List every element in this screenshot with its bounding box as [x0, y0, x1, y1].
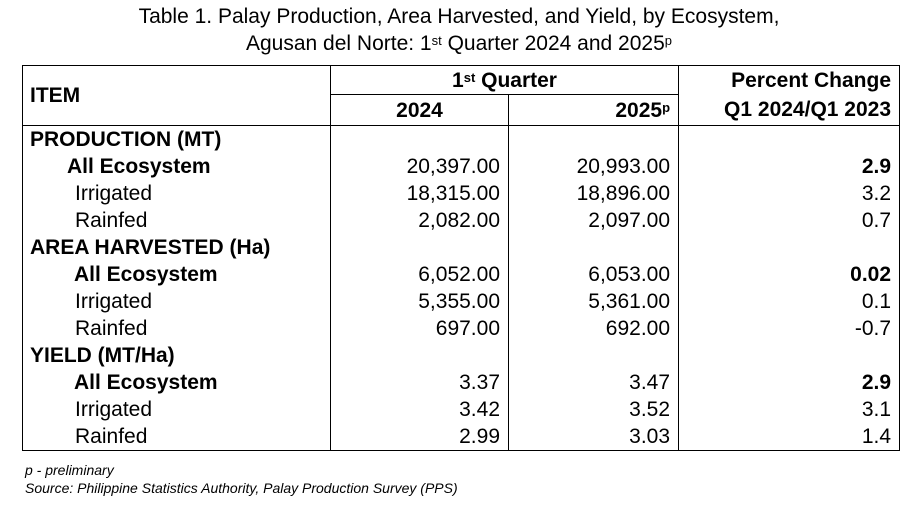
- header-quarter: 1st Quarter: [330, 65, 680, 95]
- row-label: All Ecosystem: [22, 369, 331, 396]
- cell-2025: 692.00: [508, 315, 680, 342]
- cell-2025: 3.03: [508, 423, 680, 451]
- header-col-change: Q1 2024/Q1 2023: [678, 94, 901, 126]
- table-row: Irrigated 18,315.00 18,896.00 3.2: [22, 180, 901, 207]
- row-label: Irrigated: [22, 180, 331, 207]
- footnote-source: Source: Philippine Statistics Authority,…: [25, 480, 458, 496]
- table-row: All Ecosystem 3.37 3.47 2.9: [22, 369, 901, 396]
- title-line-2-text: Agusan del Norte: 1: [246, 32, 432, 55]
- section-row-production: PRODUCTION (MT): [22, 125, 901, 153]
- header-percent-change: Percent Change: [678, 65, 901, 95]
- cell-change: 3.1: [678, 396, 901, 423]
- row-label: Rainfed: [22, 315, 331, 342]
- cell-2024: 6,052.00: [330, 261, 509, 288]
- cell-change: 0.1: [678, 288, 901, 315]
- title-preliminary-sup: p: [664, 33, 672, 48]
- cell-2025: 20,993.00: [508, 153, 680, 180]
- cell-2024: 18,315.00: [330, 180, 509, 207]
- cell-change: 0.02: [678, 261, 901, 288]
- row-label: All Ecosystem: [22, 261, 331, 288]
- table-title-line-2: Agusan del Norte: 1st Quarter 2024 and 2…: [0, 31, 918, 57]
- cell-change: -0.7: [678, 315, 901, 342]
- table-row: Rainfed 697.00 692.00 -0.7: [22, 315, 901, 342]
- section-row-area-harvested: AREA HARVESTED (Ha): [22, 234, 901, 261]
- cell-change: 2.9: [678, 369, 901, 396]
- cell-2025: 3.47: [508, 369, 680, 396]
- header-row-1: ITEM 1st Quarter Percent Change: [22, 65, 901, 126]
- header-col-2025: 2025p: [508, 94, 680, 126]
- cell-2024: 2.99: [330, 423, 509, 451]
- data-table: ITEM 1st Quarter Percent Change 2024 202…: [22, 65, 901, 451]
- table-row: Irrigated 3.42 3.52 3.1: [22, 396, 901, 423]
- title-line-2-mid: Quarter 2024 and 2025: [441, 32, 665, 55]
- table-row: Rainfed 2.99 3.03 1.4: [22, 423, 901, 451]
- cell-change: 3.2: [678, 180, 901, 207]
- row-label: Rainfed: [22, 207, 331, 234]
- cell-2025: 3.52: [508, 396, 680, 423]
- title-line-1-text: Table 1. Palay Production, Area Harveste…: [138, 5, 780, 28]
- cell-2024: 20,397.00: [330, 153, 509, 180]
- cell-2024: 5,355.00: [330, 288, 509, 315]
- cell-2025: 18,896.00: [508, 180, 680, 207]
- row-label: Rainfed: [22, 423, 331, 451]
- section-label: YIELD (MT/Ha): [22, 342, 331, 369]
- table-row: Irrigated 5,355.00 5,361.00 0.1: [22, 288, 901, 315]
- cell-change: 1.4: [678, 423, 901, 451]
- title-ordinal-sup: st: [431, 33, 442, 48]
- cell-2024: 697.00: [330, 315, 509, 342]
- row-label: Irrigated: [22, 396, 331, 423]
- cell-change: 2.9: [678, 153, 901, 180]
- cell-2024: 3.37: [330, 369, 509, 396]
- section-row-yield: YIELD (MT/Ha): [22, 342, 901, 369]
- cell-2024: 3.42: [330, 396, 509, 423]
- cell-2025: 2,097.00: [508, 207, 680, 234]
- cell-change: 0.7: [678, 207, 901, 234]
- cell-2024: 2,082.00: [330, 207, 509, 234]
- cell-2025: 6,053.00: [508, 261, 680, 288]
- table-row: Rainfed 2,082.00 2,097.00 0.7: [22, 207, 901, 234]
- table-title-line-1: Table 1. Palay Production, Area Harveste…: [0, 4, 918, 30]
- section-label: PRODUCTION (MT): [22, 125, 331, 153]
- row-label: All Ecosystem: [22, 153, 331, 180]
- table-row: All Ecosystem 20,397.00 20,993.00 2.9: [22, 153, 901, 180]
- table-row: All Ecosystem 6,052.00 6,053.00 0.02: [22, 261, 901, 288]
- footnote-preliminary: p - preliminary: [25, 462, 114, 478]
- row-label: Irrigated: [22, 288, 331, 315]
- header-col-2024: 2024: [330, 94, 509, 126]
- cell-2025: 5,361.00: [508, 288, 680, 315]
- header-item: ITEM: [22, 65, 331, 126]
- header-row-2: 2024 2025p Q1 2024/Q1 2023: [23, 94, 901, 126]
- section-label: AREA HARVESTED (Ha): [22, 234, 331, 261]
